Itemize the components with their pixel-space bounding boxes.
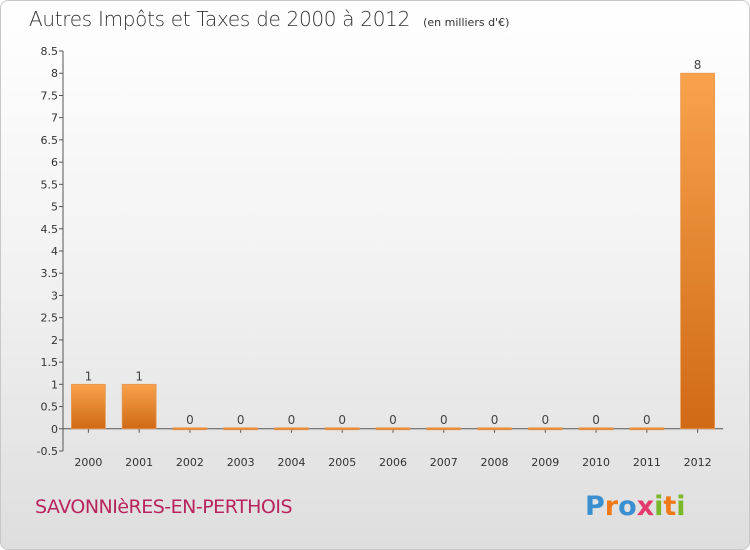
y-tick-label: 4 xyxy=(51,245,58,258)
bar-2000 xyxy=(70,383,106,430)
bar-2005 xyxy=(324,427,360,431)
y-tick-label: 3.5 xyxy=(41,267,59,280)
x-tick-label: 2004 xyxy=(277,456,305,469)
data-label: 0 xyxy=(288,413,296,427)
chart-axes: -0.5 0 0.5 1 1.5 2 2.5 3 3.5 4 4.5 5 5.5 6 6.5 7 7.5 8 8.5… xyxy=(37,45,723,469)
bar-2011 xyxy=(629,427,665,431)
bar-2002 xyxy=(172,427,208,431)
y-tick-label: 7.5 xyxy=(41,89,59,102)
data-label: 0 xyxy=(643,413,651,427)
x-tick-label: 2012 xyxy=(684,456,712,469)
x-tick-label: 2000 xyxy=(74,456,102,469)
y-tick-label: 2 xyxy=(51,334,58,347)
data-label: 1 xyxy=(85,369,93,383)
chart-title: Autres Impôts et Taxes de 2000 à 2012 xyxy=(29,7,410,31)
x-tick-label: 2009 xyxy=(531,456,559,469)
y-tick-label: 3 xyxy=(51,289,58,302)
x-tick-label: 2006 xyxy=(379,456,407,469)
bar-2003 xyxy=(223,427,259,431)
data-label: 0 xyxy=(389,413,397,427)
y-tick-label: 0 xyxy=(51,423,58,436)
data-label: 8 xyxy=(694,58,702,72)
x-tick-label: 2008 xyxy=(481,456,509,469)
y-tick-label: 2.5 xyxy=(41,312,59,325)
bar-2009 xyxy=(527,427,563,431)
chart-data-labels: 1 1 0 0 0 0 0 0 0 0 0 0 8 xyxy=(85,58,702,427)
x-tick-label: 2003 xyxy=(227,456,255,469)
data-label: 0 xyxy=(186,413,194,427)
chart-unit: (en milliers d'€) xyxy=(423,16,510,29)
chart-header: Autres Impôts et Taxes de 2000 à 2012 (e… xyxy=(29,7,509,31)
bar-2007 xyxy=(426,427,462,431)
y-tick-label: 4.5 xyxy=(41,223,59,236)
x-tick-label: 2002 xyxy=(176,456,204,469)
y-tick-label: 8.5 xyxy=(41,45,59,58)
data-label: 1 xyxy=(135,369,143,383)
data-label: 0 xyxy=(541,413,549,427)
y-tick-label: 7 xyxy=(51,112,58,125)
data-label: 0 xyxy=(592,413,600,427)
data-label: 0 xyxy=(491,413,499,427)
data-label: 0 xyxy=(338,413,346,427)
x-tick-label: 2005 xyxy=(328,456,356,469)
chart-bars xyxy=(70,72,716,431)
y-tick-label: 6.5 xyxy=(41,134,59,147)
y-tick-label: 5.5 xyxy=(41,178,59,191)
bar-2001 xyxy=(121,383,157,430)
x-tick-label: 2001 xyxy=(125,456,153,469)
y-tick-label: 0.5 xyxy=(41,401,59,414)
bar-2004 xyxy=(274,427,309,431)
y-tick-label: 6 xyxy=(51,156,58,169)
y-tick-label: -0.5 xyxy=(37,445,58,458)
proxiti-logo[interactable]: Proxiti xyxy=(585,491,686,522)
y-tick-label: 1.5 xyxy=(41,356,59,369)
y-tick-label: 1 xyxy=(51,378,58,391)
data-label: 0 xyxy=(440,413,448,427)
x-tick-label: 2011 xyxy=(633,456,661,469)
bar-2006 xyxy=(375,427,411,431)
y-tick-label: 5 xyxy=(51,201,58,214)
x-tick-label: 2010 xyxy=(582,456,610,469)
x-tick-label: 2007 xyxy=(430,456,458,469)
bar-2010 xyxy=(578,427,614,431)
bar-2008 xyxy=(477,427,512,431)
bar-2012 xyxy=(680,72,716,430)
location-name: SAVONNIèRES-EN-PERTHOIS xyxy=(35,496,293,518)
data-label: 0 xyxy=(237,413,245,427)
y-tick-label: 8 xyxy=(51,67,58,80)
